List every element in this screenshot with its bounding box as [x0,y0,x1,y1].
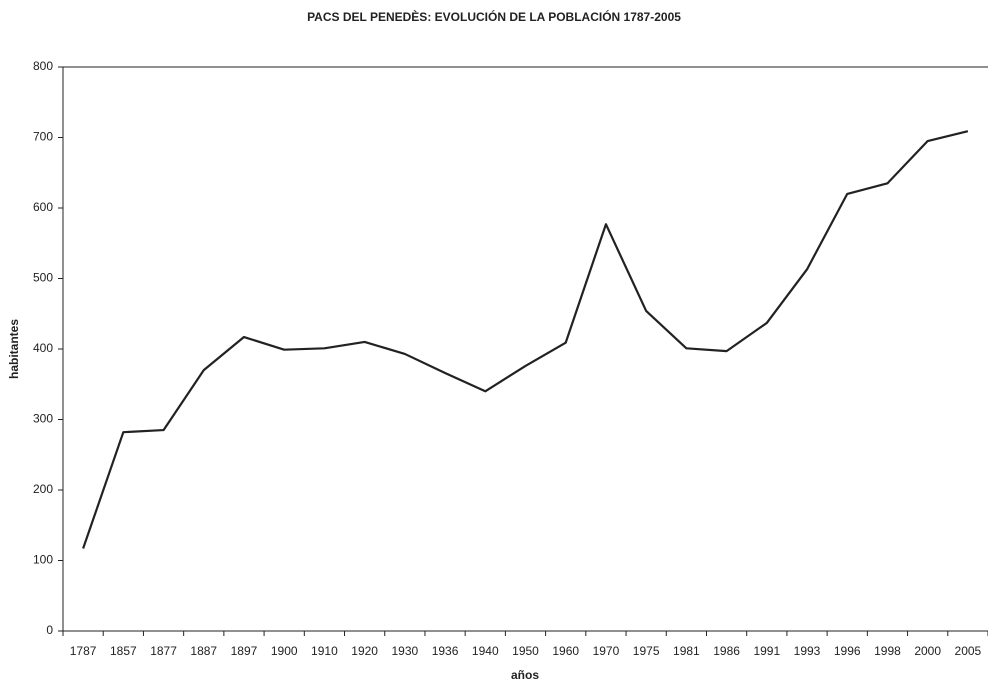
y-tick-label: 0 [46,623,53,637]
x-tick-label: 1897 [231,644,258,658]
x-tick-label: 1940 [472,644,499,658]
y-tick-label: 600 [33,200,53,214]
y-axis-label: habitantes [7,319,21,379]
x-tick-label: 1900 [271,644,298,658]
x-axis-label: años [511,668,539,681]
x-tick-label: 2005 [955,644,982,658]
y-tick-label: 500 [33,271,53,285]
x-tick-label: 1887 [190,644,217,658]
x-tick-label: 1991 [753,644,780,658]
x-tick-label: 1877 [150,644,177,658]
x-tick-label: 1920 [351,644,378,658]
x-tick-label: 2000 [914,644,941,658]
x-tick-label: 1950 [512,644,539,658]
x-tick-label: 1936 [432,644,459,658]
x-tick-label: 1910 [311,644,338,658]
line-series [82,130,969,549]
x-tick-label: 1975 [633,644,660,658]
x-tick-label: 1981 [673,644,700,658]
x-tick-label: 1998 [874,644,901,658]
x-tick-label: 1960 [552,644,579,658]
x-tick-label: 1970 [593,644,620,658]
x-tick-label: 1993 [794,644,821,658]
y-tick-label: 800 [33,59,53,73]
y-tick-label: 400 [33,341,53,355]
y-tick-label: 200 [33,482,53,496]
x-tick-label: 1857 [110,644,137,658]
x-tick-label: 1986 [713,644,740,658]
x-tick-label: 1787 [70,644,97,658]
x-tick-label: 1930 [391,644,418,658]
y-tick-label: 700 [33,130,53,144]
chart-title: PACS DEL PENEDÈS: EVOLUCIÓN DE LA POBLAC… [307,9,681,24]
y-tick-label: 100 [33,553,53,567]
y-tick-label: 300 [33,412,53,426]
x-tick-label: 1996 [834,644,861,658]
